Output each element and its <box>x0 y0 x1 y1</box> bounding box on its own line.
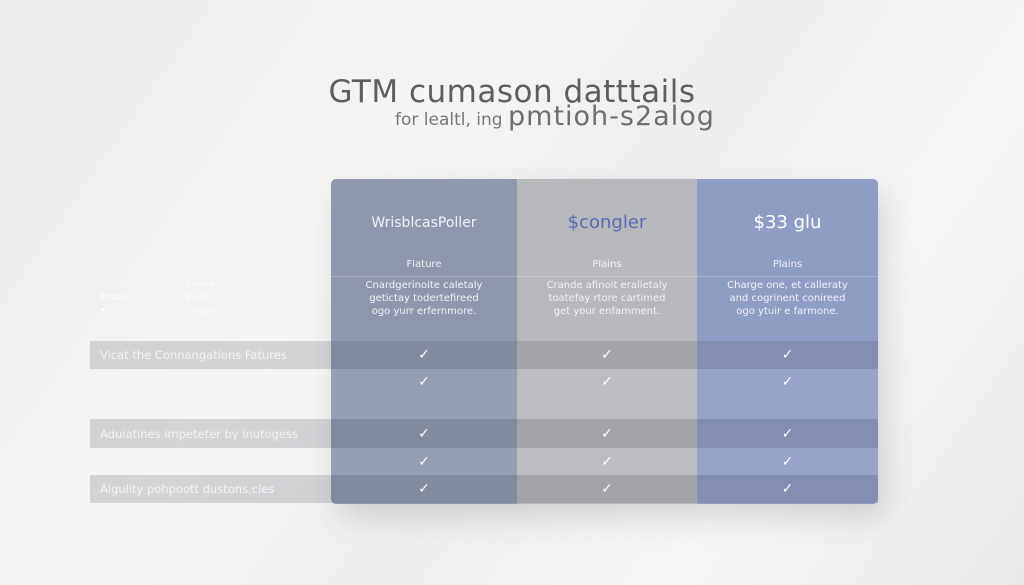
feature-row: Aich fleating a ndarties. <box>90 395 878 419</box>
check-icon: ✓ <box>781 374 794 390</box>
plan-label: Plains <box>517 259 697 277</box>
plan-description: Charge one, et calleraty and cogrinent co… <box>727 280 848 317</box>
feature-row: Ercornark Fetures ✓ ✓ ✓ <box>90 369 878 395</box>
feature-row: Vicat the Connangations Fatures ✓ ✓ ✓ <box>90 341 878 369</box>
feature-row: Marketinog proclegs ✓ ✓ ✓ <box>90 448 878 475</box>
plan-name: WrisblcasPoller <box>371 215 477 231</box>
feature-name: Marketinog proclegs <box>100 454 217 469</box>
check-icon: ✓ <box>781 347 794 363</box>
page-title: GTM cumason datttails <box>328 74 696 110</box>
feature-name: Algulity pohpoott dustons,cles <box>100 482 275 496</box>
pricing-table: WrisblcasPoller Flature Cnardgerinoite c… <box>331 179 878 504</box>
subtitle-small: for lealtl, ing <box>395 110 503 130</box>
feature-name: Aich fleating a ndarties. <box>100 400 238 414</box>
check-icon: ✓ <box>601 481 613 497</box>
plan-name: $congler <box>567 212 647 233</box>
feature-row: Algulity pohpoott dustons,cles ✓ ✓ ✓ <box>90 475 878 503</box>
prices-bullet: • <box>100 306 106 316</box>
price-item: ✓ Fature <box>176 280 215 290</box>
check-icon: ✓ <box>601 374 613 390</box>
check-icon: ✓ <box>781 453 794 470</box>
check-icon: ✓ <box>418 481 430 497</box>
plan-name: $33 glu <box>753 212 822 233</box>
check-icon: ✓ <box>601 425 613 442</box>
check-icon: ✓ <box>601 347 613 363</box>
check-icon: ✓ <box>418 374 430 390</box>
plan-description: Cnardgerinoite caletaly getictay todertef… <box>365 280 483 317</box>
plan-label: Flature <box>331 259 517 277</box>
prices-label: Prides: <box>100 293 131 303</box>
check-icon: ✓ <box>781 425 794 442</box>
check-icon: ✓ <box>418 453 430 470</box>
check-icon: ✓ <box>781 481 794 497</box>
feature-name: Ercornark Fetures <box>100 375 202 389</box>
plan-column[interactable]: WrisblcasPoller Flature Cnardgerinoite c… <box>331 179 517 504</box>
plan-label: Plains <box>697 259 878 277</box>
subtitle-large: pmtioh-s2alog <box>508 101 715 132</box>
page-subtitle: for lealtl, ing pmtioh-s2alog <box>395 101 715 132</box>
check-icon: ✓ <box>418 425 430 442</box>
feature-name: Vicat the Connangations Fatures <box>100 348 287 362</box>
check-icon: ✓ <box>601 453 613 470</box>
price-item: ✓ Gouse <box>176 306 215 316</box>
feature-row: Aduiatines impeteter by inutogess ✓ ✓ ✓ <box>90 419 878 448</box>
price-item: ✓ Ends <box>176 293 209 303</box>
plan-column[interactable]: $congler Plains Crande afinoit eralietal… <box>517 179 697 504</box>
plan-description: Crande afinoit eralietaly toatefay rtore … <box>546 280 668 317</box>
feature-rows: Vicat the Connangations Fatures ✓ ✓ ✓ Ercorn… <box>90 341 878 503</box>
plan-column[interactable]: $33 glu Plains Charge one, et calleraty a… <box>697 179 878 504</box>
feature-name: Aduiatines impeteter by inutogess <box>100 426 298 441</box>
check-icon: ✓ <box>418 347 430 363</box>
